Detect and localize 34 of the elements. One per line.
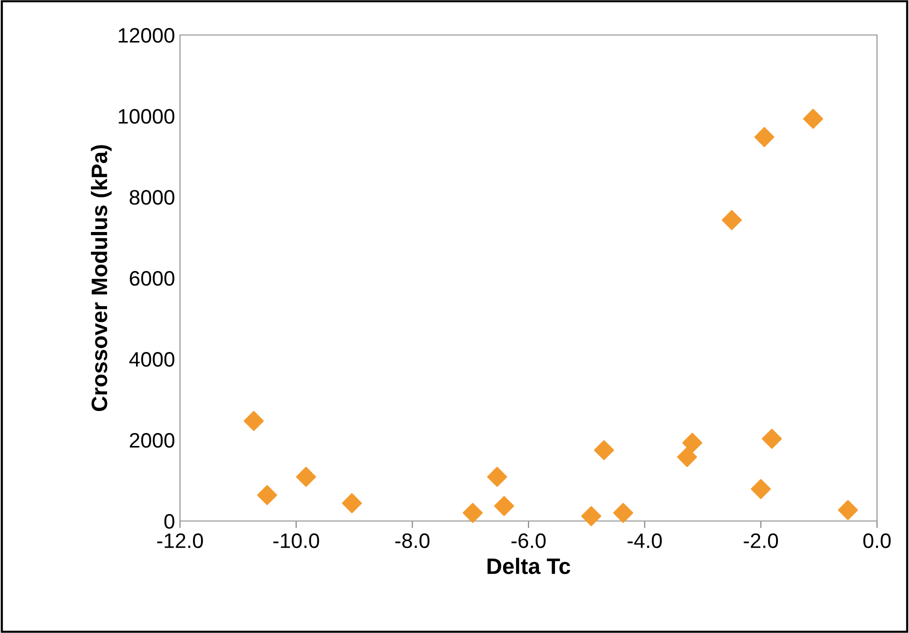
y-tick-label: 4000 [129, 352, 174, 367]
point [594, 440, 614, 460]
point [677, 447, 698, 468]
point [257, 485, 278, 506]
point [754, 127, 774, 148]
point [342, 493, 362, 514]
x-tick-label: -6.0 [511, 533, 546, 548]
x-tick-label: -8.0 [395, 533, 430, 548]
point [244, 410, 264, 431]
point [803, 108, 824, 129]
x-tick-label: 0.0 [863, 533, 891, 548]
x-tick-label: -4.0 [628, 533, 662, 548]
point [838, 500, 858, 520]
y-tick-label: 10000 [118, 109, 174, 124]
y-tick-label: 0 [164, 514, 174, 529]
point [494, 496, 514, 516]
y-axis-title: Crossover Modulus (kPa) [90, 145, 112, 412]
point [750, 478, 771, 500]
point [462, 502, 483, 523]
point [487, 466, 508, 487]
x-tick-label: -12.0 [157, 533, 203, 548]
point [762, 428, 782, 449]
x-axis-title: Delta Tc [488, 558, 570, 574]
point [296, 466, 316, 487]
point [682, 432, 702, 453]
x-tick-label: -2.0 [744, 533, 778, 548]
point [613, 502, 634, 523]
x-tick-label: -10.0 [273, 533, 320, 548]
y-tick-label: 12000 [118, 28, 174, 43]
point [722, 210, 742, 230]
y-tick-label: 6000 [130, 271, 174, 286]
y-tick-label: 8000 [130, 190, 174, 205]
y-tick-label: 2000 [130, 433, 174, 448]
point [581, 506, 602, 526]
